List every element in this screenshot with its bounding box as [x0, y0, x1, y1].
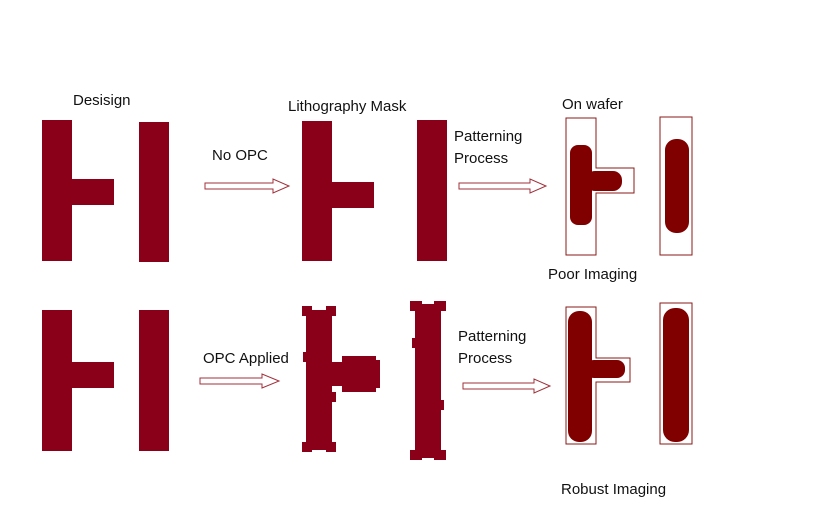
wafer-outline-bar-row1 — [659, 116, 693, 256]
mask-opc-stem-row2 — [306, 310, 332, 450]
label-design: Desisign — [73, 92, 131, 109]
label-process-row2: Process — [458, 350, 513, 367]
mask-pattern-row2 — [302, 301, 446, 460]
wafer-outline-t-row2 — [565, 306, 631, 445]
arrow-patterning-row2 — [462, 378, 552, 394]
wafer-printed-stem-row1 — [570, 145, 592, 225]
label-process-row1: Process — [454, 150, 509, 167]
label-lithography-mask: Lithography Mask — [288, 98, 407, 115]
arrow-opc-applied — [199, 373, 281, 389]
label-patterning-row2: Patterning — [458, 328, 527, 345]
wafer-printed-bar-row2 — [663, 308, 689, 442]
wafer-outline-t-row1 — [565, 117, 635, 256]
design-t-arm-row2 — [72, 362, 114, 388]
arrow-patterning-row1 — [458, 178, 548, 194]
mask-t-stem-row1 — [302, 121, 332, 261]
wafer-pattern-row2 — [565, 302, 693, 445]
label-no-opc: No OPC — [212, 147, 268, 164]
design-t-stem-row1 — [42, 120, 72, 261]
mask-bar-row1 — [417, 120, 447, 261]
mask-pattern-row1 — [302, 120, 447, 261]
design-pattern-row2 — [42, 310, 169, 451]
mask-opc-bar-row2 — [415, 306, 441, 454]
design-bar-row1 — [139, 122, 169, 262]
wafer-printed-bar-row1 — [665, 139, 689, 233]
label-patterning-row1: Patterning — [454, 128, 523, 145]
design-pattern-row1 — [42, 120, 169, 262]
label-robust-imaging: Robust Imaging — [561, 481, 667, 498]
mask-opc-arm-row2 — [332, 362, 372, 386]
label-on-wafer: On wafer — [562, 96, 623, 113]
mask-t-arm-row1 — [332, 182, 374, 208]
label-opc-applied: OPC Applied — [203, 350, 289, 367]
design-t-arm-row1 — [72, 179, 114, 205]
wafer-printed-arm-row1 — [586, 171, 622, 191]
label-poor-imaging: Poor Imaging — [548, 266, 638, 283]
wafer-pattern-row1 — [565, 116, 693, 256]
arrow-no-opc — [204, 178, 291, 194]
wafer-printed-arm-row2 — [586, 360, 625, 378]
wafer-printed-stem-row2 — [568, 311, 592, 442]
wafer-outline-bar-row2 — [659, 302, 693, 445]
design-t-stem-row2 — [42, 310, 72, 451]
design-bar-row2 — [139, 310, 169, 451]
